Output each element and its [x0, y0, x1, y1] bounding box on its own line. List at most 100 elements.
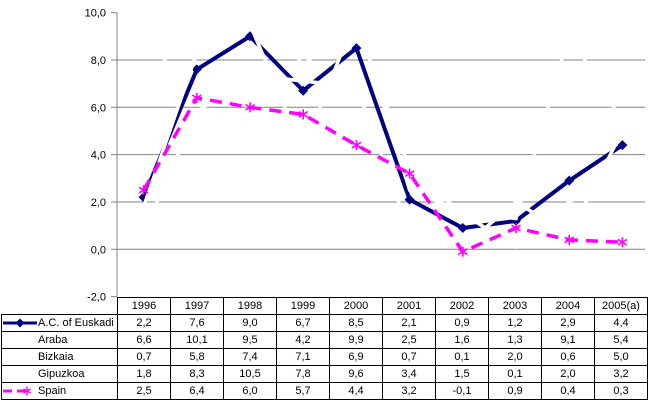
value-cell: 2,0: [488, 348, 542, 366]
value-cell: 2,9: [541, 314, 595, 332]
value-cell: 6,7: [276, 314, 330, 332]
year-header-cell: 2005(a): [594, 297, 648, 315]
legend-spain-icon: [3, 386, 31, 396]
value-cell: 4,4: [329, 382, 383, 400]
star-marker: [511, 222, 521, 233]
table-row-gipuzkoa: Gipuzkoa 1,8 8,3 10,5 7,8 9,6 3,4 1,5 0,1 2,0 3,2: [1, 365, 648, 383]
table-row-a-c-of-euskadi: A.C. of Euskadi 2,2 7,6 9,0 6,7 8,5 2,1 0,9 1,2 2…: [1, 314, 648, 332]
value-cell: 2,1: [382, 314, 436, 332]
star-marker: [298, 109, 309, 120]
table-row-spain: Spain 2,5 6,4 6,0 5,7 4,4 3,2 -0,1 0,9 0,4 0,3: [1, 382, 648, 400]
y-axis-label: 4,0: [91, 150, 106, 162]
value-cell: 0,1: [488, 365, 542, 383]
legend-key: [3, 318, 39, 328]
value-cell: 2,2: [117, 314, 171, 332]
star-marker-line: [404, 170, 415, 178]
value-cell: 7,1: [276, 348, 330, 366]
year-header-cell: 2003: [488, 297, 542, 315]
series-name-label: A.C. of Euskadi: [38, 317, 114, 329]
diamond-marker: [298, 85, 309, 96]
star-marker: [191, 92, 202, 103]
series-line-araba: [142, 8, 624, 221]
value-cell: 0,1: [435, 348, 489, 366]
y-axis-label: 10,0: [85, 8, 106, 20]
value-cell: 9,0: [223, 314, 277, 332]
value-cell: 9,1: [541, 331, 595, 349]
value-cell: 0,4: [541, 382, 595, 400]
value-cell: 4,4: [594, 314, 648, 332]
value-cell: 9,9: [329, 331, 383, 349]
year-header-cell: 2000: [329, 297, 383, 315]
value-cell: 5,7: [276, 382, 330, 400]
data-table: 1996 1997 1998 1999 2000 2001 2002 2003 2004 2005…: [1, 297, 648, 400]
y-axis-label: 8,0: [91, 55, 106, 67]
value-cell: 9,5: [223, 331, 277, 349]
series-label-cell: Bizkaia: [1, 348, 118, 366]
value-cell: 1,5: [435, 365, 489, 383]
value-cell: 0,6: [541, 348, 595, 366]
value-cell: 5,8: [170, 348, 224, 366]
value-cell: 1,8: [117, 365, 171, 383]
series-name-label: Bizkaia: [38, 351, 74, 363]
value-cell: 2,0: [541, 365, 595, 383]
series-name-label: Gipuzkoa: [38, 368, 85, 380]
star-marker-line: [457, 248, 468, 256]
diamond-marker: [191, 64, 202, 75]
diamond-marker: [404, 194, 415, 205]
value-cell: 6,9: [329, 348, 383, 366]
diamond-marker: [617, 140, 628, 151]
legend-key: [3, 386, 39, 396]
star-marker: [351, 140, 362, 151]
legend-diamond-marker: [15, 318, 25, 328]
value-cell: 10,1: [170, 331, 224, 349]
legend-entry: A.C. of Euskadi: [3, 316, 117, 331]
value-cell: 7,6: [170, 314, 224, 332]
value-cell: 10,5: [223, 365, 277, 383]
y-axis-label: 0,0: [91, 244, 106, 256]
star-marker-line: [138, 186, 149, 194]
value-cell: 5,0: [594, 348, 648, 366]
series-name-label: Spain: [38, 385, 67, 397]
star-marker-line: [511, 224, 521, 232]
series-label-cell: A.C. of Euskadi: [1, 314, 118, 332]
star-marker-line: [351, 141, 362, 149]
value-cell: 8,3: [170, 365, 224, 383]
value-cell: 2,5: [382, 331, 436, 349]
value-cell: 8,5: [329, 314, 383, 332]
year-header-cell: 1997: [170, 297, 224, 315]
y-axis-label: -2,0: [87, 292, 106, 304]
value-cell: 3,4: [382, 365, 436, 383]
legend-a-c-of-euskadi-icon: [3, 318, 37, 328]
diamond-marker: [457, 222, 468, 233]
star-marker: [404, 168, 415, 179]
series-label-cell: Gipuzkoa: [1, 365, 118, 383]
star-marker-line: [191, 94, 202, 102]
value-cell: 5,4: [594, 331, 648, 349]
value-cell: 7,4: [223, 348, 277, 366]
series-name-label: Araba: [38, 334, 68, 346]
line-plot: 10,0 8,0 6,0 4,0 2,0 0,0 -2,0: [84, 0, 645, 304]
year-header-cell: 2002: [435, 297, 489, 315]
value-cell: 2,5: [117, 382, 171, 400]
value-cell: 0,7: [117, 348, 171, 366]
legend-entry: Araba: [3, 333, 117, 348]
legend-star-marker: [23, 386, 31, 396]
diamond-marker: [351, 43, 362, 54]
value-cell: -0,1: [435, 382, 489, 400]
year-header-cell: 1996: [117, 297, 171, 315]
star-marker-line: [298, 110, 309, 118]
value-cell: 3,2: [382, 382, 436, 400]
star-marker: [138, 185, 149, 196]
series-line-gipuzkoa: [141, 0, 624, 250]
value-cell: 6,0: [223, 382, 277, 400]
star-marker: [564, 234, 575, 245]
value-cell: 3,2: [594, 365, 648, 383]
star-marker: [457, 246, 468, 257]
value-cell: 1,2: [488, 314, 542, 332]
legend-star-line: [23, 388, 31, 394]
diamond-marker: [564, 175, 575, 186]
value-cell: 7,8: [276, 365, 330, 383]
star-marker-line: [564, 236, 575, 244]
year-header-cell: 1998: [223, 297, 277, 315]
